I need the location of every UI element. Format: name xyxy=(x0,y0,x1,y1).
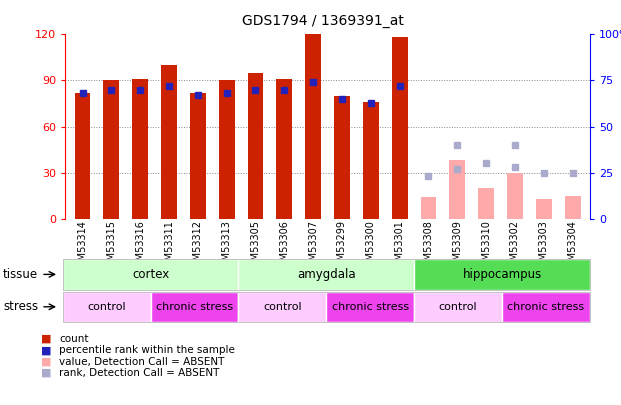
Text: hippocampus: hippocampus xyxy=(463,268,542,281)
Bar xyxy=(161,65,177,219)
Bar xyxy=(75,93,91,219)
Text: ■: ■ xyxy=(42,368,52,378)
Bar xyxy=(276,79,292,219)
Bar xyxy=(190,93,206,219)
Bar xyxy=(392,38,407,219)
Text: control: control xyxy=(263,302,302,312)
Text: chronic stress: chronic stress xyxy=(332,302,409,312)
Bar xyxy=(248,73,263,219)
Text: control: control xyxy=(88,302,126,312)
Text: cortex: cortex xyxy=(132,268,169,281)
Bar xyxy=(507,173,523,219)
Text: ■: ■ xyxy=(42,345,52,355)
Bar xyxy=(219,81,235,219)
Bar xyxy=(536,199,551,219)
Text: value, Detection Call = ABSENT: value, Detection Call = ABSENT xyxy=(59,357,224,367)
Bar xyxy=(420,197,437,219)
Text: percentile rank within the sample: percentile rank within the sample xyxy=(59,345,235,355)
Bar xyxy=(306,34,321,219)
Bar xyxy=(450,160,465,219)
Text: chronic stress: chronic stress xyxy=(156,302,233,312)
Text: control: control xyxy=(439,302,478,312)
Text: rank, Detection Call = ABSENT: rank, Detection Call = ABSENT xyxy=(59,368,219,378)
Bar xyxy=(363,102,379,219)
Text: amygdala: amygdala xyxy=(297,268,356,281)
Text: chronic stress: chronic stress xyxy=(507,302,584,312)
Text: GDS1794 / 1369391_at: GDS1794 / 1369391_at xyxy=(242,14,404,28)
Bar xyxy=(132,79,148,219)
Text: ■: ■ xyxy=(42,334,52,344)
Bar xyxy=(104,81,119,219)
Text: stress: stress xyxy=(3,300,39,313)
Text: count: count xyxy=(59,334,89,344)
Bar xyxy=(334,96,350,219)
Text: ■: ■ xyxy=(42,357,52,367)
Bar xyxy=(564,196,581,219)
Text: tissue: tissue xyxy=(3,268,39,281)
Bar xyxy=(478,188,494,219)
